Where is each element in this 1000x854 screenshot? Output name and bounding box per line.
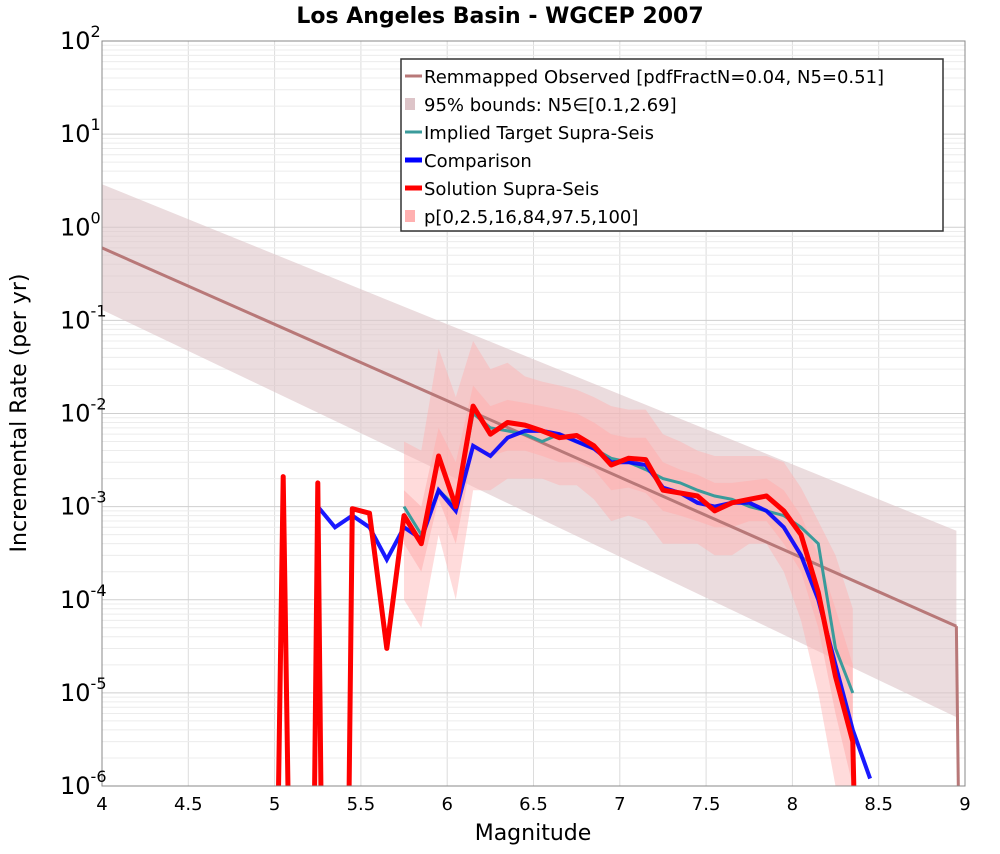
solution-line [276, 403, 857, 786]
y-tick-label: 10-2 [60, 395, 107, 428]
plot-frame [101, 40, 966, 787]
y-tick-label: 10-6 [60, 767, 107, 800]
x-tick-label: 5.5 [347, 794, 376, 815]
legend-observed-band-label: 95% bounds: N5∈[0.1,2.69] [424, 95, 677, 116]
legend-observed-band-swatch [405, 98, 415, 110]
legend-observed-label: Remmapped Observed [pdfFractN=0.04, N5=0… [424, 67, 884, 88]
uncertainty-bands [102, 184, 957, 786]
x-tick-label: 8 [787, 794, 798, 815]
observed-line-drop [954, 626, 960, 786]
x-tick-labels: 4 4.5 5 5.5 6 6.5 7 7.5 8 8.5 9 [96, 794, 970, 815]
legend-percentile-band-label: p[0,2.5,16,84,97.5,100] [424, 207, 638, 228]
y-tick-labels: 10-6 10-5 10-4 10-3 10-2 10-1 100 101 102 [60, 22, 107, 800]
y-tick-label: 10-3 [60, 488, 107, 521]
y-tick-label: 10-1 [60, 301, 107, 334]
series-lines [102, 246, 960, 786]
x-tick-label: 7.5 [692, 794, 721, 815]
x-tick-label: 6 [441, 794, 452, 815]
x-tick-label: 4.5 [174, 794, 203, 815]
x-tick-label: 9 [959, 794, 970, 815]
y-tick-label: 10-4 [60, 581, 107, 614]
x-tick-label: 5 [269, 794, 280, 815]
x-tick-label: 4 [96, 794, 107, 815]
y-tick-label: 101 [60, 115, 101, 148]
x-tick-label: 7 [614, 794, 625, 815]
legend: Remmapped Observed [pdfFractN=0.04, N5=0… [400, 58, 944, 232]
legend-solution-label: Solution Supra-Seis [424, 179, 599, 200]
solution-band-outer [404, 341, 853, 786]
y-axis-label: Incremental Rate (per yr) [7, 274, 32, 553]
legend-box [400, 58, 944, 232]
solution-band-inner [404, 385, 853, 786]
y-tick-label: 10-5 [60, 674, 107, 707]
y-tick-label: 100 [60, 208, 101, 241]
legend-implied-label: Implied Target Supra-Seis [424, 123, 654, 144]
legend-comparison-label: Comparison [424, 151, 532, 172]
x-axis-label: Magnitude [475, 821, 592, 846]
x-tick-label: 8.5 [864, 794, 893, 815]
x-tick-label: 6.5 [519, 794, 548, 815]
chart-title: Los Angeles Basin - WGCEP 2007 [296, 4, 703, 29]
y-tick-label: 102 [60, 22, 101, 55]
legend-percentile-band-swatch [405, 210, 415, 222]
